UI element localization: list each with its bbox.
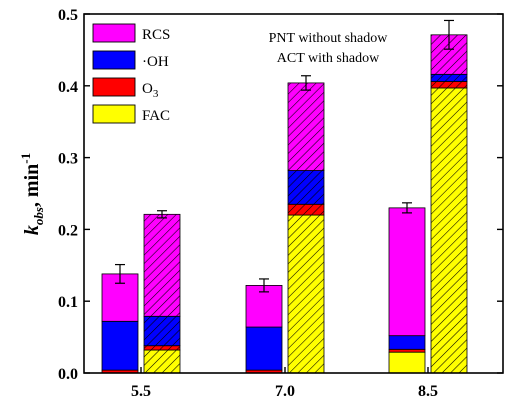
plot-frame [83,13,504,374]
legend-swatch-o3 [92,77,136,97]
bar-pnt-oh-0 [101,320,139,371]
bar-pnt-rcs-0 [101,273,139,322]
y-tick-label-3: 0.3 [58,151,78,168]
y-tick-label-2: 0.2 [58,222,78,239]
bar-hatch-oh-0 [144,316,180,346]
bar-hatch-o3-0 [144,345,180,351]
legend-swatch-fac [92,104,136,124]
legend-label-oh: ·OH [142,54,169,70]
bar-hatch-o3-2 [431,81,467,88]
y-axis-label-rest: , min [21,164,43,207]
x-tick-label-2: 8.5 [418,383,438,400]
y-tick-label-0: 0.0 [58,366,78,383]
legend: RCS ·OH O3 FAC [92,23,170,124]
y-axis-label: kobs, min-1 [18,153,46,235]
bar-hatch-fac-2 [431,87,467,373]
bars-layer [101,34,468,374]
error-bars-layer [115,19,454,293]
y-tick-label-1: 0.1 [58,294,78,311]
y-axis: 0.0 0.1 0.2 0.3 0.4 0.5 [58,7,503,383]
error-bar-act-1 [301,75,311,91]
bar-hatch-fac-1 [288,215,324,373]
y-axis-label-sup: -1 [18,153,33,164]
bar-pnt-fac-2 [388,351,426,374]
annotation-act: ACT with shadow [277,51,380,66]
bar-hatch-o3-1 [288,204,324,216]
y-tick-label-4: 0.4 [58,79,78,96]
bar-hatch-oh-2 [431,74,467,82]
bar-hatch-fac-0 [144,350,180,373]
x-tick-label-1: 7.0 [275,383,295,400]
error-bar-pnt-1 [259,278,269,293]
bar-pnt-rcs-2 [388,207,426,337]
bar-hatch-rcs-1 [288,82,324,171]
bar-hatch-rcs-0 [144,214,180,317]
legend-label-rcs: RCS [142,27,170,43]
x-axis: 5.5 7.0 8.5 [131,367,438,400]
bar-pnt-oh-2 [388,335,426,350]
legend-swatch-oh [92,50,136,70]
y-axis-label-main: k [21,225,43,235]
legend-label-o3: O3 [142,81,159,100]
y-tick-label-5: 0.5 [58,7,78,24]
error-bar-act-2 [444,19,454,50]
error-bar-act-0 [157,210,167,219]
legend-swatch-rcs [92,23,136,43]
y-axis-label-sub: obs [31,207,46,225]
bar-pnt-oh-1 [245,326,283,371]
x-tick-label-0: 5.5 [131,383,151,400]
bar-pnt-o3-2 [388,348,426,353]
error-bar-pnt-2 [402,202,412,214]
bar-hatch-oh-1 [288,170,324,205]
error-bar-pnt-0 [115,263,125,284]
annotation-pnt: PNT without shadow [269,31,389,46]
legend-label-fac: FAC [142,108,170,124]
